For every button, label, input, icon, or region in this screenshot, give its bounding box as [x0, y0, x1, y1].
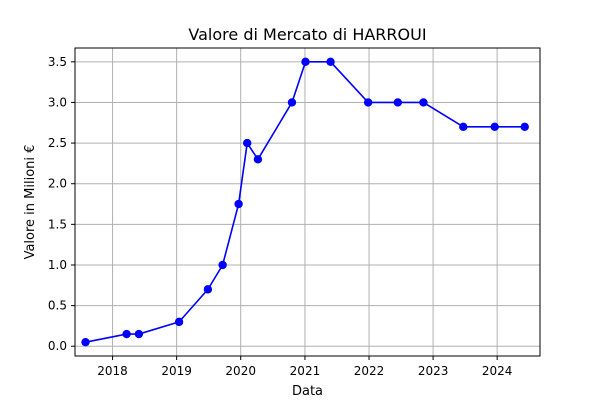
grid: [75, 48, 540, 356]
x-tick-label: 2018: [97, 364, 128, 378]
data-point: [301, 57, 310, 67]
x-tick-label: 2023: [418, 364, 449, 378]
data-point: [81, 337, 90, 347]
y-tick-label: 1.5: [48, 217, 67, 231]
x-tick-label: 2019: [161, 364, 192, 378]
y-tick-label: 2.0: [48, 177, 67, 191]
data-point: [363, 98, 373, 107]
axis-ticks: 2018 2019 2020 2021 2022 2023 2024 0.0 0.5 1.0 1.5…: [48, 55, 513, 378]
series-line: [85, 61, 525, 343]
data-point: [459, 122, 468, 132]
data-point: [419, 98, 428, 107]
y-tick-label: 0.5: [48, 299, 67, 313]
data-series: [81, 57, 529, 347]
data-point: [174, 317, 184, 327]
data-point: [234, 199, 243, 209]
data-point: [243, 138, 252, 148]
data-point: [287, 98, 297, 107]
y-tick-label: 0.0: [48, 339, 67, 353]
data-point: [520, 122, 529, 132]
y-tick-label: 3.5: [48, 55, 67, 69]
y-tick-label: 3.0: [48, 95, 67, 109]
data-point: [393, 98, 403, 107]
x-tick-label: 2021: [290, 364, 321, 378]
x-tick-label: 2020: [225, 364, 256, 378]
data-point: [122, 329, 131, 339]
data-point: [253, 155, 263, 164]
y-tick-label: 2.5: [48, 136, 67, 150]
x-tick-label: 2022: [354, 364, 385, 378]
data-point: [203, 285, 213, 294]
chart-title: Valore di Mercato di HARROUI: [188, 25, 426, 44]
x-axis-label: Data: [292, 384, 323, 399]
data-point: [490, 122, 499, 132]
data-point: [326, 57, 335, 67]
x-tick-label: 2024: [482, 364, 513, 378]
data-point: [218, 260, 227, 270]
y-axis-label: Valore in Milioni €: [23, 145, 38, 260]
y-tick-label: 1.0: [48, 258, 67, 272]
data-point: [134, 329, 144, 339]
plot-frame: [74, 47, 541, 357]
